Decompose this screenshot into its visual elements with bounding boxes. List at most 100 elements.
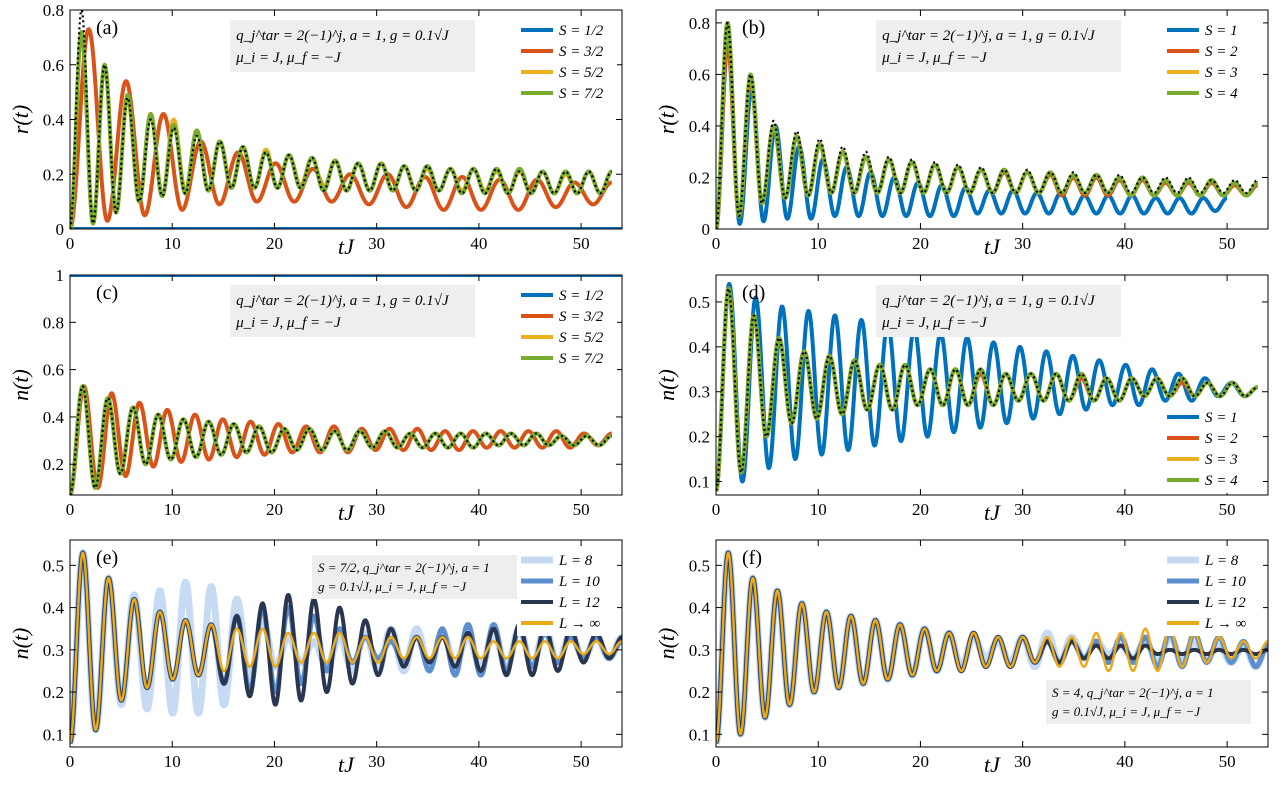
annotation-box bbox=[230, 20, 476, 72]
annotation-line: μ_i = J, μ_f = −J bbox=[235, 50, 342, 66]
legend: S = 1/2 S = 3/2 S = 5/2 S = 7/2 bbox=[517, 16, 617, 106]
annotation-line: q_j^tar = 2(−1)^j, a = 1, g = 0.1√J bbox=[882, 28, 1096, 44]
y-tick-label: 0.2 bbox=[689, 428, 710, 447]
x-tick-label: 20 bbox=[266, 234, 283, 253]
legend-entry: S = 1 bbox=[1205, 23, 1238, 39]
legend-entry: S = 3 bbox=[1205, 65, 1238, 81]
legend: S = 1/2 S = 3/2 S = 5/2 S = 7/2 bbox=[517, 281, 617, 371]
legend-entry: S = 4 bbox=[1205, 86, 1238, 102]
panel-label: (a) bbox=[96, 17, 118, 39]
annotation-line: S = 4, q_j^tar = 2(−1)^j, a = 1 bbox=[1052, 685, 1214, 700]
x-tick-label: 30 bbox=[368, 234, 385, 253]
x-tick-label: 0 bbox=[712, 234, 721, 253]
x-tick-label: 0 bbox=[66, 752, 75, 771]
y-tick-label: 0.8 bbox=[43, 1, 64, 20]
legend-entry: S = 2 bbox=[1205, 44, 1238, 60]
series-line-e-3 bbox=[70, 551, 622, 744]
panel-label: (f) bbox=[742, 547, 762, 569]
y-tick-label: 0.2 bbox=[43, 165, 64, 184]
x-tick-label: 30 bbox=[1014, 752, 1031, 771]
y-tick-label: 0.4 bbox=[689, 338, 711, 357]
legend-entry: S = 1/2 bbox=[559, 288, 604, 304]
annotation-line: g = 0.1√J, μ_i = J, μ_f = −J bbox=[318, 579, 467, 594]
series-group-b bbox=[716, 21, 1260, 229]
x-axis-label: tJ bbox=[338, 752, 355, 777]
legend-entry: L = 12 bbox=[1204, 595, 1246, 611]
y-tick-label: 0.6 bbox=[689, 65, 710, 84]
annotation-line: μ_i = J, μ_f = −J bbox=[881, 315, 988, 331]
y-tick-label: 0.6 bbox=[43, 361, 64, 380]
x-tick-label: 30 bbox=[368, 500, 385, 519]
legend-entry: S = 5/2 bbox=[559, 330, 604, 346]
panel-label: (e) bbox=[96, 547, 118, 569]
legend: S = 1 S = 2 S = 3 S = 4 bbox=[1163, 403, 1263, 493]
x-tick-label: 40 bbox=[470, 752, 487, 771]
x-axis-label: tJ bbox=[338, 500, 355, 525]
panel-b: 0 10 20 30 40 50 0 0.2 0.4 0.6 0.8 tJ r(t) (b) q_j^tar… bbox=[654, 9, 1269, 259]
series-line-d-4 bbox=[716, 287, 1259, 492]
annotation-box bbox=[312, 555, 517, 599]
y-tick-label: 0.4 bbox=[43, 599, 65, 618]
series-group-d bbox=[716, 282, 1260, 492]
x-tick-label: 0 bbox=[66, 234, 75, 253]
annotation-line: μ_i = J, μ_f = −J bbox=[235, 315, 342, 331]
axes-frame-f bbox=[715, 539, 1269, 748]
series-group-a bbox=[70, 10, 622, 229]
panel-a: 0 10 20 30 40 50 0 0.2 0.4 0.6 0.8 tJ r(t) (a) q_j^tar… bbox=[8, 1, 623, 259]
x-tick-label: 50 bbox=[1219, 234, 1236, 253]
annotation-line: q_j^tar = 2(−1)^j, a = 1, g = 0.1√J bbox=[882, 293, 1096, 309]
legend-entry: L → ∞ bbox=[558, 616, 601, 632]
x-tick-label: 10 bbox=[164, 500, 181, 519]
annotation-box bbox=[1046, 680, 1251, 724]
series-line-c-3 bbox=[70, 384, 614, 495]
x-tick-label: 10 bbox=[810, 234, 827, 253]
x-tick-label: 30 bbox=[368, 752, 385, 771]
y-tick-label: 0.1 bbox=[689, 473, 710, 492]
panel-d: 0 10 20 30 40 50 0.1 0.2 0.3 0.4 0.5 tJ n(t) (d) q_j^t… bbox=[654, 274, 1269, 525]
y-tick-label: 0.2 bbox=[689, 683, 710, 702]
x-tick-label: 40 bbox=[470, 500, 487, 519]
x-tick-label: 20 bbox=[266, 752, 283, 771]
panel-f: 0 10 20 30 40 50 0.1 0.2 0.3 0.4 0.5 tJ n(t) (f) S = 4… bbox=[654, 539, 1269, 777]
series-group-f bbox=[716, 549, 1268, 746]
axes-frame-b bbox=[715, 9, 1269, 230]
legend: L = 8 L = 10 L = 12 L → ∞ bbox=[517, 546, 617, 636]
y-tick-label: 0 bbox=[702, 220, 711, 239]
x-tick-label: 50 bbox=[573, 500, 590, 519]
x-tick-label: 20 bbox=[912, 500, 929, 519]
legend-entry: S = 7/2 bbox=[559, 351, 604, 367]
annotation-box bbox=[876, 285, 1122, 337]
legend-entry: L = 10 bbox=[1204, 574, 1246, 590]
x-tick-label: 50 bbox=[1219, 752, 1236, 771]
axes-frame-e bbox=[69, 539, 623, 748]
y-tick-label: 0.5 bbox=[689, 293, 710, 312]
y-tick-label: 0.5 bbox=[43, 556, 64, 575]
annotation-box bbox=[876, 20, 1122, 72]
legend: S = 1 S = 2 S = 3 S = 4 bbox=[1163, 16, 1263, 106]
y-axis-label: n(t) bbox=[8, 628, 33, 660]
x-tick-label: 10 bbox=[810, 752, 827, 771]
legend-entry: S = 3/2 bbox=[559, 44, 604, 60]
legend-entry: S = 3/2 bbox=[559, 309, 604, 325]
series-group-e bbox=[70, 549, 622, 746]
y-tick-label: 0.4 bbox=[689, 117, 711, 136]
x-axis-label: tJ bbox=[984, 752, 1001, 777]
y-tick-label: 0.4 bbox=[689, 599, 711, 618]
x-tick-label: 10 bbox=[164, 752, 181, 771]
y-tick-label: 0 bbox=[56, 220, 65, 239]
legend-entry: L = 8 bbox=[558, 553, 593, 569]
legend-entry: S = 4 bbox=[1205, 473, 1238, 489]
legend-entry: L → ∞ bbox=[1204, 616, 1247, 632]
x-tick-label: 10 bbox=[810, 500, 827, 519]
y-tick-label: 0.6 bbox=[43, 56, 64, 75]
x-tick-label: 40 bbox=[1116, 500, 1133, 519]
legend-entry: S = 7/2 bbox=[559, 86, 604, 102]
legend-entry: S = 5/2 bbox=[559, 65, 604, 81]
y-tick-label: 0.2 bbox=[43, 455, 64, 474]
y-tick-label: 0.3 bbox=[689, 383, 710, 402]
legend: L = 8 L = 10 L = 12 L → ∞ bbox=[1163, 546, 1263, 636]
y-tick-label: 0.1 bbox=[689, 725, 710, 744]
y-axis-label: n(t) bbox=[654, 369, 679, 401]
x-tick-label: 30 bbox=[1014, 234, 1031, 253]
legend-entry: S = 1 bbox=[1205, 410, 1238, 426]
